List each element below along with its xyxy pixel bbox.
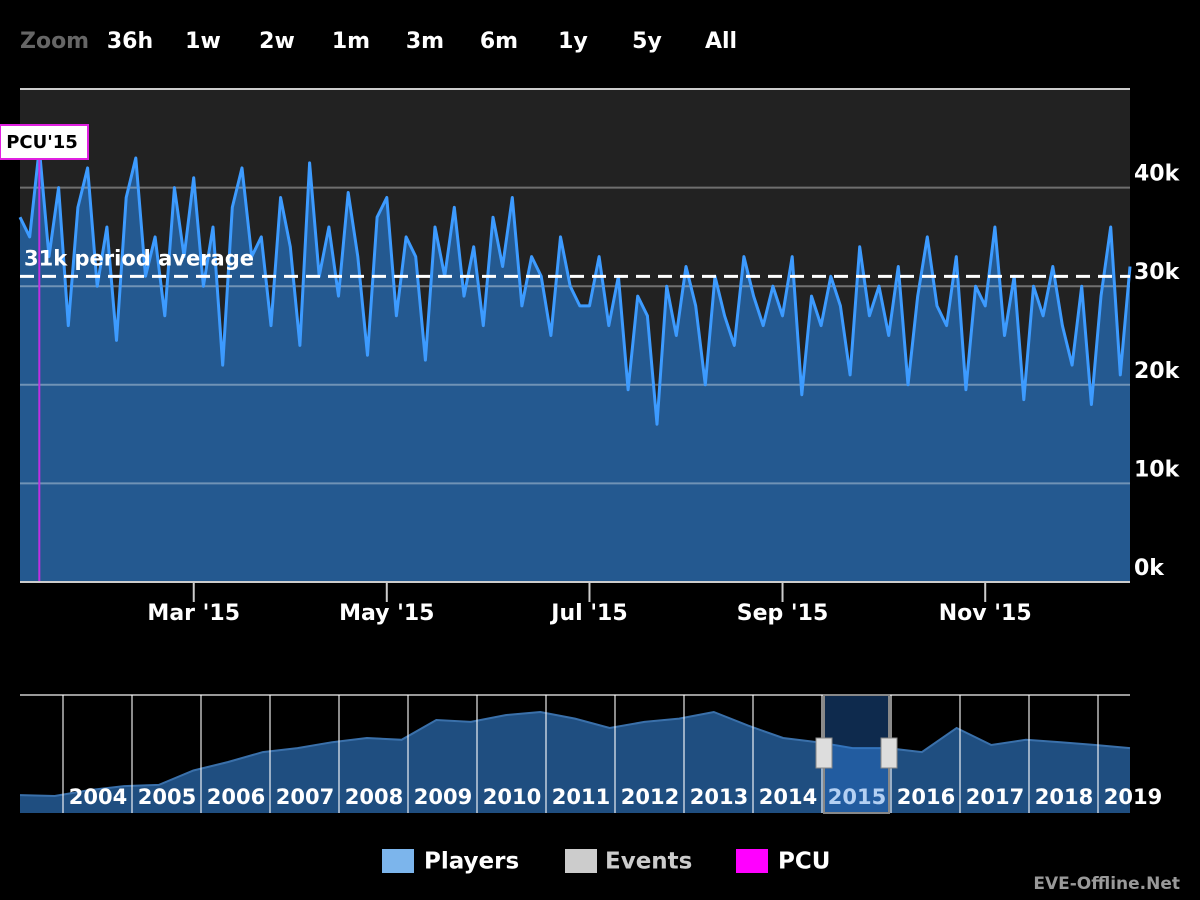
zoom-button[interactable]: 1w — [185, 29, 221, 54]
x-tick-label: Sep '15 — [737, 601, 829, 626]
zoom-button[interactable]: 6m — [480, 29, 518, 54]
x-tick-label: Nov '15 — [939, 601, 1032, 626]
navigator-year-label: 2010 — [483, 785, 541, 809]
average-label: 31k period average — [24, 246, 254, 270]
legend-label[interactable]: PCU — [778, 849, 830, 875]
x-tick-label: May '15 — [339, 601, 434, 626]
y-tick-label: 30k — [1134, 260, 1181, 285]
navigator-area — [20, 712, 1130, 813]
zoom-button[interactable]: 5y — [632, 29, 662, 54]
y-tick-label: 0k — [1134, 556, 1165, 581]
y-tick-label: 20k — [1134, 359, 1181, 384]
zoom-button[interactable]: 3m — [406, 29, 444, 54]
navigator-year-label: 2013 — [690, 785, 748, 809]
navigator-year-label: 2017 — [966, 785, 1024, 809]
navigator-year-label: 2004 — [69, 785, 127, 809]
area-fill — [20, 148, 1130, 582]
y-tick-label: 10k — [1134, 457, 1181, 482]
navigator-year-label: 2007 — [276, 785, 334, 809]
navigator-year-label: 2006 — [207, 785, 265, 809]
zoom-label: Zoom — [20, 29, 89, 54]
navigator-line — [19, 710, 1131, 798]
navigator-year-label: 2009 — [414, 785, 472, 809]
navigator-year-label: 2018 — [1035, 785, 1093, 809]
navigator-year-label: 2016 — [897, 785, 955, 809]
navigator-year-label: 2015 — [828, 785, 886, 809]
navigator-year-label: 2008 — [345, 785, 403, 809]
legend-swatch[interactable] — [736, 849, 768, 873]
pcu-flag — [0, 124, 89, 160]
navigator-year-label: 2012 — [621, 785, 679, 809]
navigator-year-label: 2005 — [138, 785, 196, 809]
legend-label[interactable]: Events — [605, 849, 692, 875]
y-tick-label: 40k — [1134, 162, 1181, 187]
legend-swatch[interactable] — [565, 849, 597, 873]
zoom-button[interactable]: 1y — [558, 29, 588, 54]
zoom-button[interactable]: 1m — [332, 29, 370, 54]
zoom-button[interactable]: All — [705, 29, 737, 54]
x-tick-label: Jul '15 — [549, 601, 627, 626]
navigator-year-label: 2014 — [759, 785, 817, 809]
navigator-year-label: 2011 — [552, 785, 610, 809]
credit: EVE-Offline.Net — [1033, 874, 1180, 894]
zoom-button[interactable]: 36h — [107, 29, 153, 54]
legend-label[interactable]: Players — [424, 849, 519, 875]
legend-swatch[interactable] — [382, 849, 414, 873]
navigator-selection[interactable] — [823, 694, 890, 814]
navigator-handle[interactable] — [880, 737, 898, 769]
pcu-flag-label: PCU'15 — [6, 132, 78, 153]
navigator-year-label: 2019 — [1104, 785, 1162, 809]
zoom-button[interactable]: 2w — [259, 29, 295, 54]
navigator-handle[interactable] — [815, 737, 833, 769]
x-tick-label: Mar '15 — [147, 601, 240, 626]
